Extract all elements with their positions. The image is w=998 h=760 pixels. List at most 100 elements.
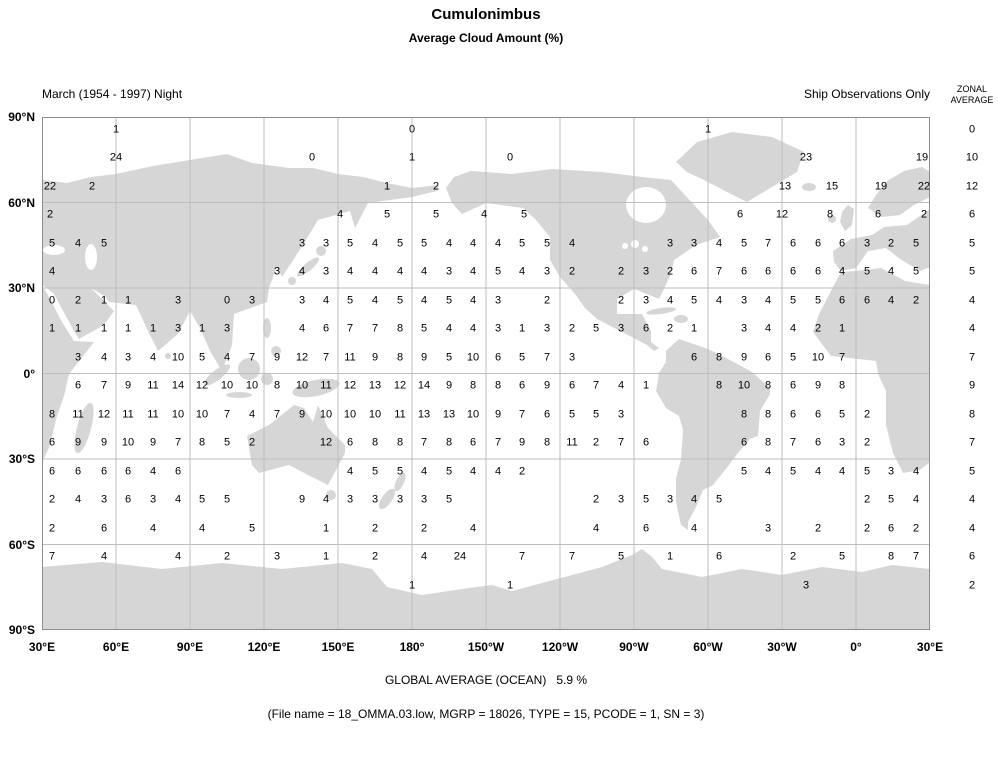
cloud-amount-value: 12 — [319, 436, 333, 449]
island-hokkaido — [316, 246, 326, 256]
cloud-amount-value: 4 — [100, 351, 108, 364]
cloud-amount-value: 12 — [775, 208, 789, 221]
cloud-amount-value: 4 — [469, 294, 477, 307]
cloud-amount-value: 6 — [642, 522, 650, 535]
cloud-amount-value: 1 — [322, 550, 330, 563]
cloud-amount-value: 3 — [298, 237, 306, 250]
cloud-amount-value: 5 — [100, 237, 108, 250]
cloud-amount-value: 2 — [814, 322, 822, 335]
map-border — [42, 117, 930, 630]
cloud-amount-value: 1 — [74, 322, 82, 335]
cloud-amount-value: 7 — [568, 550, 576, 563]
cloud-amount-value: 11 — [122, 408, 134, 421]
cloud-amount-value: 2 — [371, 550, 379, 563]
cloud-amount-value: 6 — [814, 237, 822, 250]
cloud-amount-value: 6 — [874, 208, 882, 221]
cloud-amount-value: 1 — [666, 550, 674, 563]
cloud-amount-value: 5 — [248, 522, 256, 535]
cloud-amount-values-layer: 1 0 1 24 0 1 0 23 19 22 2 1 2 13 15 19 22 2 4 5 5 4 5 6 12 8 6 2 5 4 5… — [42, 117, 930, 630]
cloud-amount-value: 2 — [518, 465, 526, 478]
cloud-amount-value: 2 — [666, 322, 674, 335]
cloud-amount-value: 8 — [764, 436, 772, 449]
cloud-amount-value: 4 — [174, 550, 182, 563]
cloud-amount-value: 7 — [912, 550, 920, 563]
cloud-amount-value: 6 — [736, 208, 744, 221]
cloud-amount-value: 6 — [48, 436, 56, 449]
cloud-amount-value: 1 — [383, 180, 391, 193]
cloud-amount-value: 8 — [371, 436, 379, 449]
cloud-amount-value: 4 — [149, 522, 157, 535]
cloud-amount-value: 2 — [863, 493, 871, 506]
cloud-amount-value: 4 — [420, 465, 428, 478]
cloud-amount-value: 4 — [887, 265, 895, 278]
island-new-guinea — [292, 378, 340, 398]
cloud-amount-value: 7 — [371, 322, 379, 335]
cloud-amount-value: 4 — [690, 493, 698, 506]
zonal-average-value: 5 — [968, 465, 976, 478]
latitude-tick-label: 0° — [23, 366, 35, 381]
cloud-amount-value: 4 — [666, 294, 674, 307]
longitude-tick-label: 0° — [850, 640, 862, 654]
cloud-amount-value: 4 — [248, 408, 256, 421]
cloud-amount-value: 6 — [100, 465, 108, 478]
cloud-amount-value: 8 — [715, 379, 723, 392]
cloud-amount-value: 3 — [887, 465, 895, 478]
cloud-amount-value: 5 — [346, 237, 354, 250]
cloud-amount-value: 5 — [912, 237, 920, 250]
island-ireland — [828, 215, 836, 223]
continent-south-america — [656, 339, 770, 530]
cloud-amount-value: 6 — [715, 550, 723, 563]
cloud-amount-value: 12 — [393, 379, 407, 392]
cloud-amount-value: 5 — [568, 408, 576, 421]
cloud-amount-value: 8 — [494, 379, 502, 392]
cloud-amount-value: 4 — [371, 265, 379, 278]
cloud-amount-value: 4 — [887, 294, 895, 307]
cloud-amount-value: 22 — [917, 180, 931, 193]
cloud-amount-value: 4 — [715, 237, 723, 250]
cloud-amount-value: 6 — [887, 522, 895, 535]
longitude-tick-label: 90°E — [176, 640, 204, 654]
cloud-amount-value: 5 — [520, 208, 528, 221]
cloud-amount-value: 4 — [198, 522, 206, 535]
black-sea — [43, 245, 65, 255]
cloud-amount-value: 8 — [48, 408, 56, 421]
cloud-amount-value: 3 — [248, 294, 256, 307]
cloud-amount-value: 10 — [368, 408, 382, 421]
island-hispaniola — [674, 315, 688, 323]
cloud-amount-value: 8 — [887, 550, 895, 563]
zonal-average-value: 4 — [968, 493, 976, 506]
cloud-amount-value: 14 — [417, 379, 431, 392]
cloud-amount-value: 9 — [100, 436, 108, 449]
cloud-amount-value: 1 — [704, 123, 712, 136]
cloud-amount-value: 14 — [171, 379, 185, 392]
cloud-amount-value: 7 — [617, 436, 625, 449]
cloud-amount-value: 10 — [343, 408, 357, 421]
cloud-amount-value: 5 — [838, 550, 846, 563]
cloud-amount-value: 4 — [469, 522, 477, 535]
cloud-amount-value: 7 — [518, 550, 526, 563]
cloud-amount-value: 3 — [100, 493, 108, 506]
zonal-average-value: 4 — [968, 322, 976, 335]
cloud-amount-value: 3 — [690, 237, 698, 250]
zonal-average-value: 8 — [968, 408, 976, 421]
cloud-amount-value: 2 — [789, 550, 797, 563]
cloud-amount-value: 6 — [322, 322, 330, 335]
cloud-amount-value: 3 — [802, 579, 810, 592]
cloud-amount-value: 3 — [617, 493, 625, 506]
cloud-amount-value: 6 — [814, 408, 822, 421]
cloud-amount-value: 9 — [298, 493, 306, 506]
cloud-amount-value: 23 — [799, 151, 813, 164]
cloud-amount-value: 3 — [174, 294, 182, 307]
cloud-amount-value: 2 — [46, 208, 54, 221]
latitude-tick-label: 30°S — [8, 452, 35, 466]
cloud-amount-value: 6 — [642, 322, 650, 335]
cloud-amount-value: 4 — [223, 351, 231, 364]
cloud-amount-value: 4 — [617, 379, 625, 392]
period-label: March (1954 - 1997) Night — [42, 87, 183, 101]
cloud-amount-value: 11 — [394, 408, 406, 421]
island-luzon — [263, 318, 271, 338]
cloud-amount-value: 7 — [322, 351, 330, 364]
cloud-amount-value: 3 — [740, 294, 748, 307]
cloud-amount-value: 1 — [100, 294, 108, 307]
island-mindanao — [271, 346, 281, 356]
